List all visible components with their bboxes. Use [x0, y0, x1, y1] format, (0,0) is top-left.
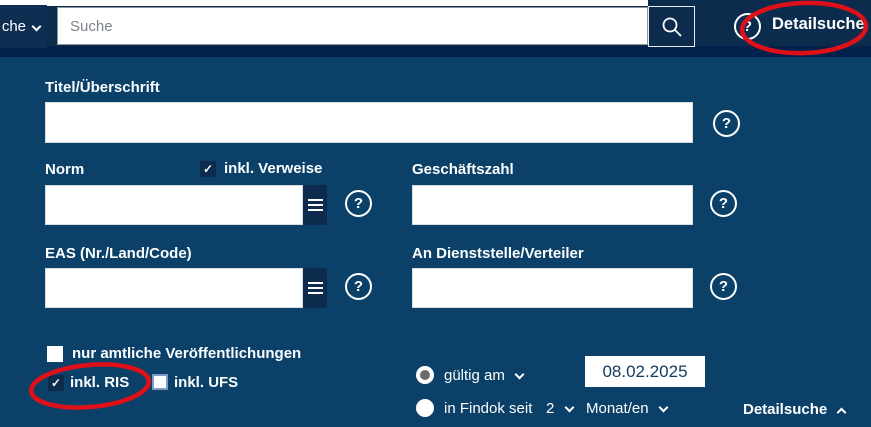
check-icon: ✓: [50, 376, 62, 390]
page-top-edge: [0, 0, 648, 6]
norm-label: Norm: [45, 161, 85, 178]
nur-amtliche-checkbox[interactable]: [47, 346, 63, 362]
in-findok-radio[interactable]: [416, 399, 434, 417]
dienststelle-label: An Dienststelle/Verteiler: [412, 245, 584, 262]
search-button[interactable]: [648, 6, 695, 47]
chevron-down-icon: [564, 402, 574, 413]
inkl-ris-checkbox[interactable]: ✓: [48, 375, 64, 391]
gueltig-am-label[interactable]: gültig am: [444, 367, 525, 384]
inkl-ufs-checkbox[interactable]: [152, 374, 168, 390]
detailsuche-label: Detailsuche: [772, 15, 865, 33]
findok-count-dropdown[interactable]: 2: [546, 400, 574, 417]
findok-unit-value: Monat/en: [586, 400, 649, 417]
help-icon-geschaeftszahl[interactable]: ?: [710, 190, 737, 217]
geschaeftszahl-input[interactable]: [412, 185, 693, 225]
gueltig-am-radio[interactable]: [416, 366, 434, 384]
titel-label: Titel/Überschrift: [45, 79, 160, 96]
question-mark: ?: [353, 195, 364, 212]
search-scope-label: che: [1, 18, 26, 35]
question-mark: ?: [721, 115, 732, 132]
eas-input[interactable]: [45, 268, 303, 308]
detailsuche-label: Detailsuche: [743, 401, 828, 418]
inkl-verweise-label[interactable]: inkl. Verweise: [224, 160, 323, 177]
help-icon-norm[interactable]: ?: [345, 190, 372, 217]
chevron-down-icon: [658, 402, 669, 413]
eas-label: EAS (Nr./Land/Code): [45, 245, 192, 262]
inkl-ufs-label[interactable]: inkl. UFS: [174, 374, 238, 391]
chevron-up-icon: [836, 407, 847, 418]
in-findok-text: in Findok seit: [444, 400, 533, 417]
detailsuche-toggle-bottom[interactable]: Detailsuche: [743, 401, 847, 418]
norm-input[interactable]: [45, 185, 303, 225]
inkl-ris-prefix: inkl.: [70, 374, 101, 391]
question-mark: ?: [742, 18, 753, 35]
header-separator: [0, 46, 871, 57]
inkl-ris-bold: RIS: [104, 374, 130, 391]
eas-list-button[interactable]: [303, 268, 327, 308]
findok-count-value: 2: [546, 400, 555, 417]
inkl-ufs-prefix: inkl.: [174, 374, 205, 391]
search-scope-dropdown[interactable]: che: [0, 5, 47, 48]
titel-input[interactable]: [45, 102, 693, 143]
findok-unit-dropdown[interactable]: Monat/en: [586, 400, 669, 417]
eas-field: [45, 268, 327, 308]
check-icon: ✓: [202, 162, 214, 176]
nur-amtliche-label[interactable]: nur amtliche Veröffentlichungen: [72, 345, 302, 362]
search-icon: [662, 17, 682, 37]
question-mark: ?: [718, 195, 729, 212]
norm-list-button[interactable]: [303, 185, 327, 225]
help-icon[interactable]: ?: [734, 13, 761, 40]
search-input[interactable]: [57, 7, 648, 45]
in-findok-label[interactable]: in Findok seit: [444, 400, 532, 417]
inkl-verweise-checkbox[interactable]: ✓: [200, 161, 216, 177]
gueltig-am-text: gültig am: [444, 367, 505, 384]
dienststelle-input[interactable]: [412, 268, 693, 308]
inkl-ris-label[interactable]: inkl. RIS: [70, 374, 129, 391]
gueltig-am-date-input[interactable]: [585, 356, 705, 387]
question-mark: ?: [718, 278, 729, 295]
help-icon-eas[interactable]: ?: [345, 273, 372, 300]
help-icon-dienststelle[interactable]: ?: [710, 273, 737, 300]
geschaeftszahl-label: Geschäftszahl: [412, 161, 514, 178]
chevron-down-icon: [31, 21, 42, 32]
question-mark: ?: [353, 278, 364, 295]
help-icon-titel[interactable]: ?: [713, 110, 740, 137]
chevron-down-icon: [514, 369, 525, 380]
list-icon: [307, 204, 323, 206]
inkl-ufs-bold: UFS: [208, 374, 239, 391]
list-icon: [307, 287, 323, 289]
norm-field: [45, 185, 327, 225]
detailsuche-toggle-top[interactable]: Detailsuche: [772, 15, 871, 34]
radio-dot: [420, 370, 430, 380]
